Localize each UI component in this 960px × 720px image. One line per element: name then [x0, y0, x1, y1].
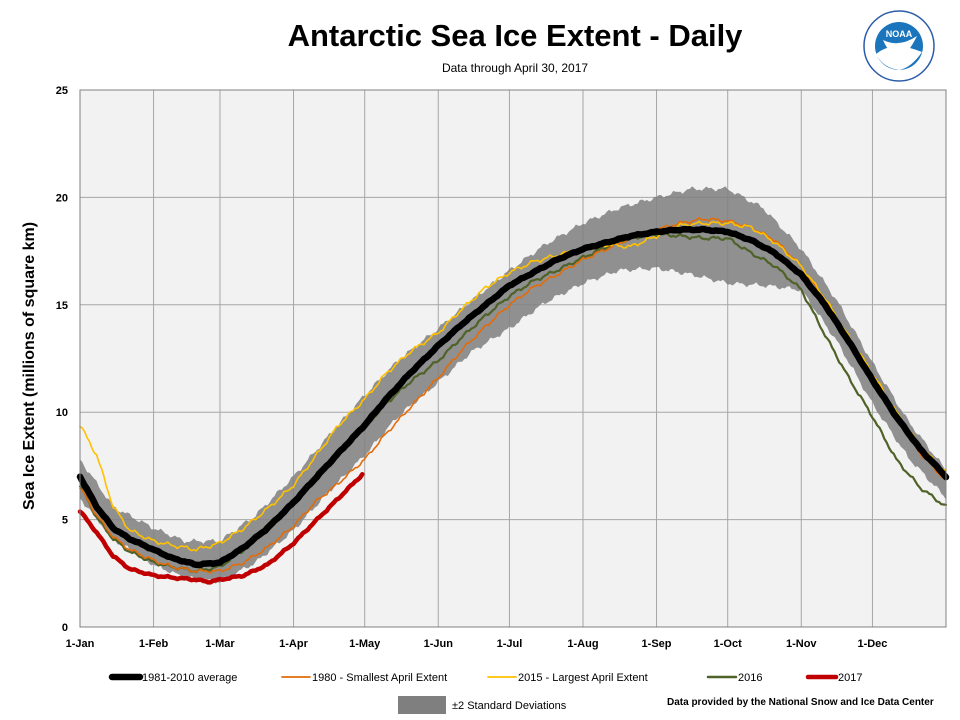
series-line-2017: [77, 471, 365, 585]
axes: [79, 89, 947, 628]
x-tick-label: 1-May: [349, 638, 381, 650]
y-axis-label: Sea Ice Extent (millions of square km): [21, 222, 38, 510]
data-credit: Data provided by the National Snow and I…: [667, 697, 934, 708]
noaa-logo-icon: NOAA: [863, 10, 935, 82]
series-line-2015-largest-april-extent: [79, 220, 947, 552]
y-tick-label: 10: [56, 407, 68, 419]
series-line-1981-2010-average: [76, 225, 950, 569]
legend-label: 2017: [838, 672, 862, 684]
series-line-2016: [78, 231, 948, 574]
legend-swatch-band: [398, 696, 446, 714]
std-dev-band: [80, 186, 946, 584]
legend-label: 2016: [738, 672, 762, 684]
std-band: [80, 186, 946, 584]
logo-text: NOAA: [886, 29, 913, 39]
plot-border: [79, 89, 947, 628]
x-tick-label: 1-Aug: [567, 638, 598, 650]
y-tick-label: 20: [56, 192, 68, 204]
legend-label: 1981-2010 average: [142, 672, 237, 684]
x-tick-label: 1-Sep: [642, 638, 672, 650]
grid: [80, 89, 946, 627]
x-tick-label: 1-Apr: [279, 638, 308, 650]
legend-label-band: ±2 Standard Deviations: [452, 700, 567, 712]
y-tick-label: 15: [56, 300, 68, 312]
x-tick-label: 1-Nov: [786, 638, 817, 650]
x-tick-label: 1-Dec: [857, 638, 887, 650]
x-tick-label: 1-Jan: [66, 638, 95, 650]
series-lines: [76, 217, 950, 585]
legend-label: 2015 - Largest April Extent: [518, 672, 648, 684]
x-tick-label: 1-Mar: [205, 638, 235, 650]
legend: 1981-2010 average 1980 - Smallest April E…: [108, 672, 862, 714]
y-tick-label: 25: [56, 85, 68, 97]
x-tick-label: 1-Feb: [139, 638, 169, 650]
chart-subtitle: Data through April 30, 2017: [441, 61, 589, 75]
chart-title: Antarctic Sea Ice Extent - Daily: [287, 18, 743, 53]
legend-label: 1980 - Smallest April Extent: [312, 672, 447, 684]
x-tick-label: 1-Oct: [714, 638, 742, 650]
y-tick-label: 0: [62, 622, 68, 634]
y-tick-label: 5: [62, 515, 68, 527]
tick-labels: 0 5 10 15 20 25 1-Jan 1-Feb 1-Mar 1-Apr 1-May 1-Jun…: [56, 85, 888, 650]
x-tick-label: 1-Jun: [424, 638, 454, 650]
x-tick-label: 1-Jul: [497, 638, 523, 650]
